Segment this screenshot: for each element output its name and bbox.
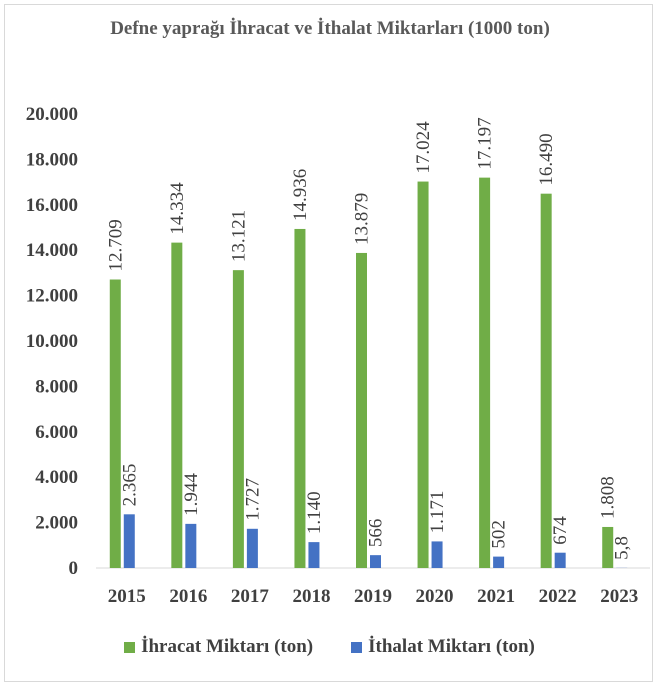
- data-label: 17.024: [413, 121, 434, 174]
- y-tick-label: 6.000: [35, 422, 78, 443]
- x-tick-label: 2019: [354, 586, 392, 607]
- data-label: 1.140: [304, 491, 325, 534]
- x-tick-label: 2023: [600, 586, 638, 607]
- data-label: 1.727: [242, 478, 263, 521]
- data-label: 674: [550, 516, 571, 545]
- legend-item-ithalat: İthalat Miktarı (ton): [351, 636, 535, 658]
- bar-ihracat: [232, 270, 244, 568]
- bar-ithalat: [185, 523, 197, 568]
- bar-ithalat: [308, 542, 320, 568]
- y-tick-label: 0: [69, 558, 79, 579]
- x-tick-label: 2020: [416, 586, 454, 607]
- y-tick-label: 10.000: [26, 331, 78, 352]
- data-label: 14.334: [167, 182, 188, 235]
- data-label: 12.709: [105, 219, 126, 271]
- legend-swatch-ihracat: [124, 641, 136, 653]
- bar-ihracat: [479, 177, 491, 568]
- x-tick-label: 2018: [292, 586, 330, 607]
- data-label: 1.944: [181, 473, 202, 516]
- x-tick-label: 2022: [539, 586, 577, 607]
- y-tick-label: 4.000: [35, 467, 78, 488]
- legend-swatch-ithalat: [351, 641, 363, 653]
- x-tick-label: 2016: [169, 586, 207, 607]
- bar-ihracat: [417, 181, 429, 568]
- legend-label-ithalat: İthalat Miktarı (ton): [368, 636, 535, 657]
- data-label: 1.171: [427, 491, 448, 534]
- bar-ihracat: [602, 526, 614, 568]
- bar-ihracat: [171, 242, 183, 568]
- y-tick-label: 20.000: [26, 104, 78, 125]
- bar-ihracat: [356, 252, 367, 568]
- bar-ithalat: [493, 556, 505, 568]
- data-label: 16.490: [536, 133, 557, 185]
- y-tick-label: 18.000: [26, 149, 78, 170]
- legend-item-ihracat: İhracat Miktarı (ton): [124, 636, 313, 658]
- bar-ithalat: [123, 514, 135, 568]
- chart-title: Defne yaprağı İhracat ve İthalat Miktarl…: [110, 18, 550, 39]
- legend-label-ihracat: İhracat Miktarı (ton): [141, 636, 314, 657]
- data-label: 13.879: [352, 193, 373, 245]
- bar-ihracat: [294, 228, 306, 568]
- data-label: 13.121: [228, 210, 249, 262]
- data-label: 14.936: [290, 169, 311, 221]
- x-tick-label: 2017: [231, 586, 270, 607]
- data-label: 2.365: [119, 464, 140, 507]
- data-label: 17.197: [475, 117, 496, 169]
- y-tick-label: 8.000: [35, 376, 78, 397]
- bar-ithalat: [246, 528, 258, 568]
- y-tick-label: 12.000: [26, 286, 78, 307]
- x-tick-label: 2015: [108, 586, 146, 607]
- y-tick-label: 14.000: [26, 240, 78, 261]
- chart-legend: İhracat Miktarı (ton) İthalat Miktarı (t…: [0, 636, 659, 658]
- x-tick-label: 2021: [477, 586, 515, 607]
- bar-ithalat: [431, 541, 443, 568]
- bar-ihracat: [540, 193, 552, 568]
- data-label: 502: [489, 520, 510, 549]
- y-tick-label: 2.000: [35, 513, 78, 534]
- y-tick-label: 16.000: [26, 195, 78, 216]
- bar-ithalat: [370, 555, 381, 568]
- data-label: 566: [366, 519, 387, 548]
- bar-ithalat: [554, 552, 566, 568]
- bar-ihracat: [109, 279, 121, 568]
- data-label: 5,8: [612, 536, 633, 560]
- data-label: 1.808: [598, 476, 619, 519]
